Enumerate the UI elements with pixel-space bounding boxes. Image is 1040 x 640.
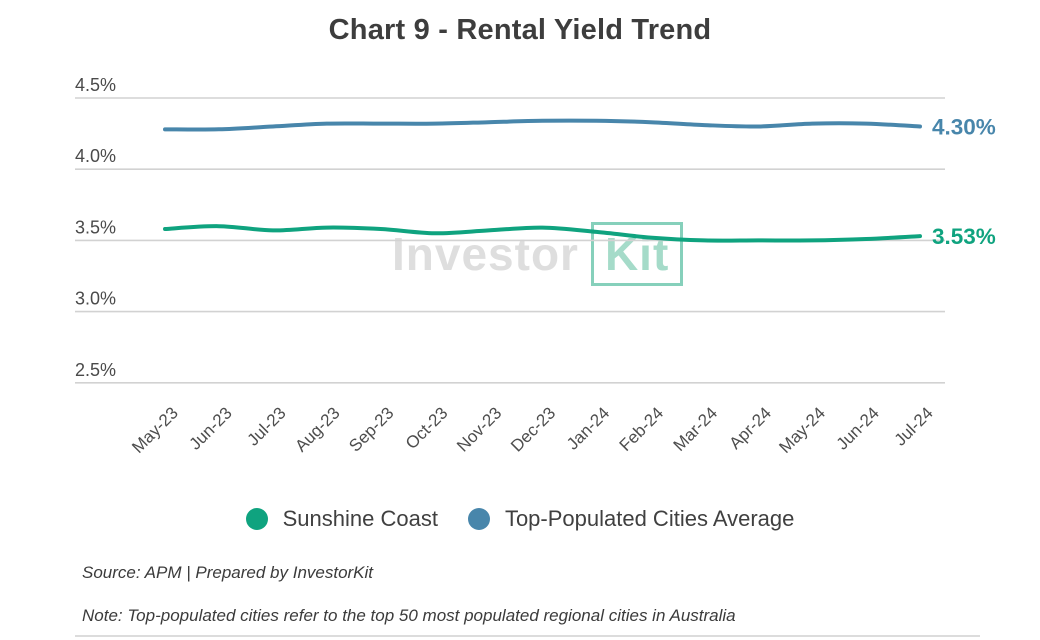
legend-item-top-populated: Top-Populated Cities Average <box>467 506 795 532</box>
x-tick-label-May-23: May-23 <box>128 403 182 457</box>
y-tick-label-4.0%: 4.0% <box>75 146 116 166</box>
x-tick-label-Nov-23: Nov-23 <box>453 403 505 455</box>
x-tick-label-May-24: May-24 <box>775 403 829 457</box>
y-tick-label-3.5%: 3.5% <box>75 217 116 237</box>
note-text: Note: Top-populated cities refer to the … <box>82 606 736 625</box>
x-tick-label-Oct-23: Oct-23 <box>402 403 452 453</box>
x-tick-label-Sep-23: Sep-23 <box>345 403 397 455</box>
x-tick-label-Dec-23: Dec-23 <box>507 403 559 455</box>
legend-label-top-populated: Top-Populated Cities Average <box>504 506 795 531</box>
y-tick-label-4.5%: 4.5% <box>75 75 116 95</box>
legend-dot-top-populated <box>467 508 490 530</box>
end-value-label-top-populated-cities-average: 4.30% <box>932 114 996 139</box>
legend: Sunshine Coast Top-Populated Cities Aver… <box>0 506 1040 532</box>
y-tick-label-2.5%: 2.5% <box>75 360 116 380</box>
legend-dot-sunshine-coast <box>245 508 268 530</box>
source-text: Source: APM | Prepared by InvestorKit <box>82 563 374 582</box>
x-tick-label-Jul-24: Jul-24 <box>891 403 937 449</box>
x-tick-label-Feb-24: Feb-24 <box>616 403 668 455</box>
legend-label-sunshine-coast: Sunshine Coast <box>282 506 438 531</box>
x-tick-label-Jun-24: Jun-24 <box>833 403 883 453</box>
x-tick-label-Jun-23: Jun-23 <box>186 403 236 453</box>
series-line-sunshine-coast <box>163 224 922 243</box>
chart-title: Chart 9 - Rental Yield Trend <box>328 14 712 46</box>
legend-item-sunshine-coast: Sunshine Coast <box>245 506 438 532</box>
x-tick-label-Apr-24: Apr-24 <box>726 403 776 453</box>
x-tick-label-Mar-24: Mar-24 <box>670 403 722 455</box>
watermark-investor-text: Investor <box>392 228 579 280</box>
x-tick-label-Aug-23: Aug-23 <box>291 403 343 455</box>
bottom-divider <box>75 635 980 637</box>
series-line-top-populated-cities-average <box>163 118 922 132</box>
end-value-label-sunshine-coast: 3.53% <box>932 224 996 249</box>
x-tick-label-Jul-23: Jul-23 <box>244 403 290 449</box>
y-tick-label-3.0%: 3.0% <box>75 289 116 309</box>
x-tick-label-Jan-24: Jan-24 <box>563 403 613 453</box>
